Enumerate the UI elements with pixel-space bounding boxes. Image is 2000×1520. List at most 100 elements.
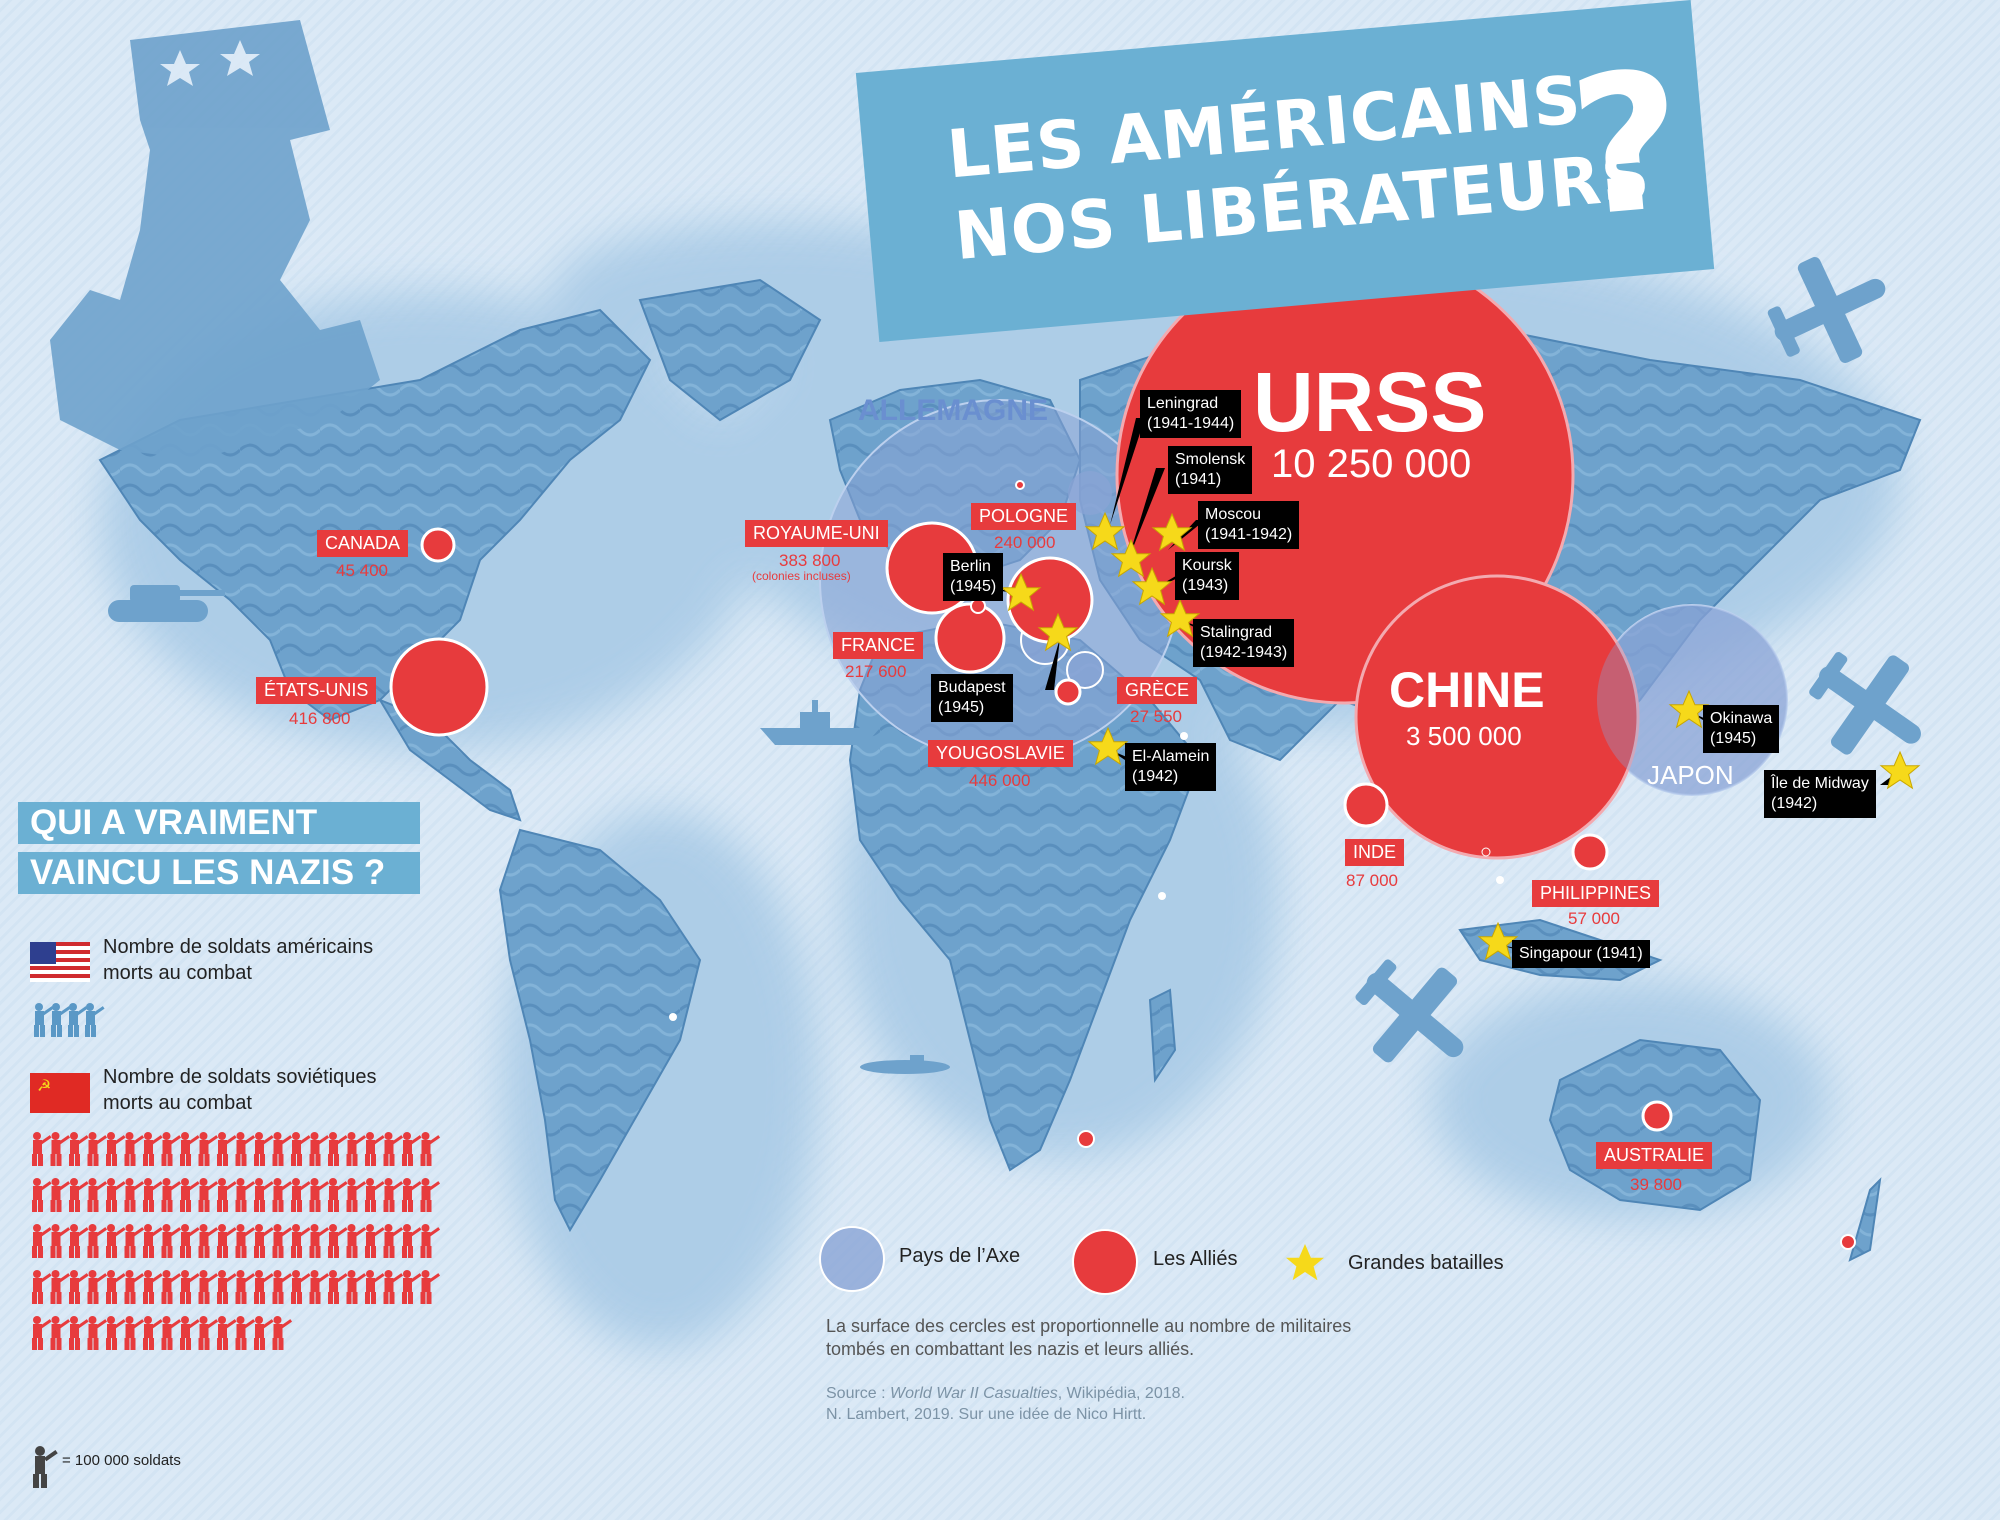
soldier-icon	[50, 1178, 71, 1212]
plane-icon	[1355, 959, 1464, 1063]
us-legend-line-2: morts au combat	[103, 962, 252, 984]
country-label-philippines: PHILIPPINES	[1532, 880, 1660, 907]
star-icon	[1151, 512, 1193, 552]
star-icon	[1110, 538, 1152, 578]
soldier-icon	[143, 1270, 163, 1304]
soldier-icon	[235, 1178, 256, 1212]
soldier-icon	[217, 1224, 237, 1258]
soldier-icon	[365, 1178, 385, 1212]
country-value-inde: 87 000	[1346, 871, 1398, 890]
soldier-icon	[365, 1270, 385, 1304]
battle-label-smolensk: Smolensk (1941)	[1168, 446, 1253, 494]
soldier-icon	[383, 1270, 404, 1304]
soldier-icon	[161, 1270, 182, 1304]
country-value-philippines: 57 000	[1568, 909, 1620, 928]
country-value-canada: 45 400	[336, 561, 388, 580]
soldier-icon	[328, 1224, 348, 1258]
soldier-icon	[254, 1178, 274, 1212]
soldier-icon	[68, 1003, 88, 1037]
legend-allies-label: Les Alliés	[1153, 1248, 1238, 1270]
soldier-icon	[383, 1132, 404, 1166]
soldier-icon	[272, 1270, 293, 1304]
country-note-royaume-uni: (colonies incluses)	[752, 569, 851, 583]
battle-label-leningrad: Leningrad (1941-1944)	[1140, 390, 1242, 438]
soldier-icon	[383, 1178, 404, 1212]
soldier-icon	[420, 1132, 441, 1166]
soldier-icon	[217, 1270, 237, 1304]
battle-label-koursk: Koursk (1943)	[1175, 552, 1239, 600]
soldier-icon	[420, 1178, 441, 1212]
soldier-icon	[198, 1224, 219, 1258]
star-icon	[1084, 511, 1126, 551]
soldier-icon	[254, 1224, 274, 1258]
us-flag-icon	[30, 942, 90, 982]
country-value-pologne: 240 000	[994, 533, 1056, 552]
soldier-icon	[32, 1132, 52, 1166]
soldier-icon	[402, 1178, 422, 1212]
urss-name: URSS	[1253, 355, 1487, 449]
soldier-icon	[32, 1270, 52, 1304]
soldier-icon	[420, 1224, 441, 1258]
soldier-icon	[328, 1270, 348, 1304]
ussr-legend-label: Nombre de soldats soviétiques morts au c…	[103, 1064, 376, 1116]
soldier-icon	[291, 1224, 311, 1258]
country-value-yougoslavie: 446 000	[969, 771, 1031, 790]
star-icon	[1286, 1244, 1324, 1281]
soldier-icon	[272, 1224, 293, 1258]
japan-label: JAPON	[1647, 760, 1734, 790]
soldier-icon	[69, 1316, 89, 1350]
country-value-royaume-uni: 383 800	[779, 551, 841, 570]
battle-label-el-alamein: El-Alamein (1942)	[1125, 743, 1217, 791]
star-icon	[1879, 750, 1921, 790]
star-icon	[1159, 598, 1201, 638]
tank-icon	[108, 585, 225, 622]
soldier-icon	[106, 1224, 126, 1258]
soldier-icon	[235, 1270, 256, 1304]
soldier-icon	[161, 1132, 182, 1166]
soldier-icon	[383, 1224, 404, 1258]
soldier-icon	[161, 1224, 182, 1258]
battle-label-midway: Île de Midway (1942)	[1764, 770, 1876, 818]
soldier-icon	[254, 1316, 274, 1350]
soldier-icon	[420, 1270, 441, 1304]
country-label-inde: INDE	[1345, 839, 1405, 866]
soldier-icon	[50, 1224, 71, 1258]
soldier-icon	[402, 1224, 422, 1258]
soldier-icon	[87, 1270, 108, 1304]
map-legend-symbols	[819, 1226, 1324, 1295]
country-value-etats-unis: 416 800	[289, 709, 351, 728]
chine-name: CHINE	[1389, 662, 1545, 718]
soldier-icon	[143, 1132, 163, 1166]
soldier-icon	[33, 1446, 58, 1488]
soldier-icon	[143, 1178, 163, 1212]
battle-label-stalingrad: Stalingrad (1942-1943)	[1193, 619, 1295, 667]
plane-icon	[1767, 257, 1886, 363]
soldier-icon	[50, 1132, 71, 1166]
soldier-icon	[143, 1316, 163, 1350]
soldier-icon	[309, 1224, 330, 1258]
chine-value: 3 500 000	[1406, 721, 1522, 751]
unit-label: = 100 000 soldats	[62, 1452, 181, 1469]
source-line: Source : World War II Casualties, Wikipé…	[826, 1385, 1185, 1402]
credit-line: N. Lambert, 2019. Sur une idée de Nico H…	[826, 1406, 1147, 1423]
soldier-icon	[309, 1178, 330, 1212]
us-legend-line-1: Nombre de soldats américains	[103, 936, 374, 958]
soldier-icon	[254, 1270, 274, 1304]
soldier-icon	[198, 1316, 219, 1350]
soldier-icon	[32, 1178, 52, 1212]
country-value-australie: 39 800	[1630, 1175, 1682, 1194]
soldier-icon	[198, 1132, 219, 1166]
ship-icon	[760, 700, 880, 745]
soldier-icon	[180, 1224, 200, 1258]
soldier-icon	[365, 1224, 385, 1258]
soldier-icon	[161, 1178, 182, 1212]
country-label-grece: GRÈCE	[1117, 677, 1198, 704]
soldier-icon	[198, 1270, 219, 1304]
soldier-icon	[291, 1132, 311, 1166]
plane-icon	[1809, 652, 1921, 755]
star-icon	[1668, 689, 1710, 729]
soldier-icon	[124, 1132, 145, 1166]
soldier-icon	[50, 1270, 71, 1304]
soldier-icon	[346, 1270, 367, 1304]
soldier-icon	[106, 1270, 126, 1304]
